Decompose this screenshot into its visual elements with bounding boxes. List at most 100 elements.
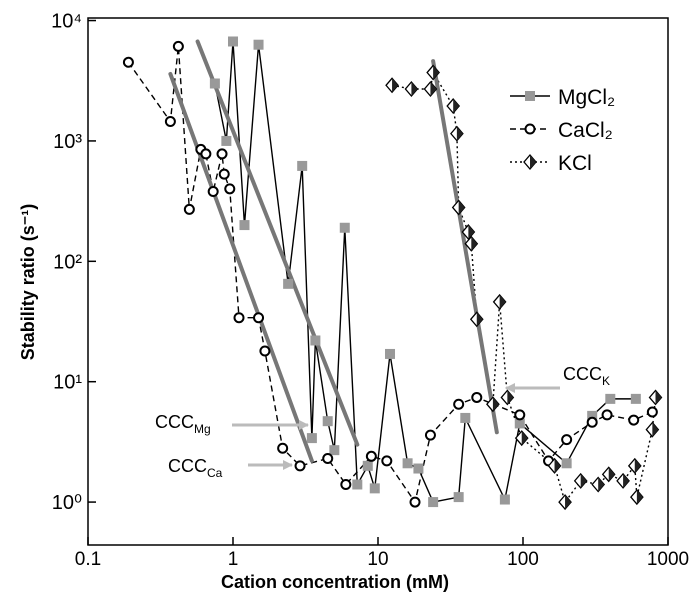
marker — [492, 293, 507, 310]
marker — [385, 77, 399, 94]
marker — [591, 476, 606, 493]
annotation: CCCCa — [168, 456, 223, 480]
marker — [200, 148, 212, 160]
marker — [451, 199, 466, 216]
marker — [630, 489, 644, 506]
marker — [322, 416, 333, 427]
marker — [586, 416, 598, 428]
marker — [404, 81, 419, 98]
marker — [253, 39, 264, 50]
fit-line — [168, 71, 314, 463]
fit-line — [195, 39, 360, 447]
legend-label: CaCl₂ — [558, 119, 613, 142]
marker — [259, 345, 271, 357]
marker-half — [468, 225, 475, 240]
series-line — [127, 46, 653, 504]
marker — [616, 472, 630, 489]
marker — [558, 494, 572, 511]
marker-half — [433, 65, 440, 80]
marker — [218, 168, 230, 180]
fit-line — [431, 59, 499, 435]
x-tick-label: 1000 — [647, 549, 689, 570]
marker — [409, 496, 421, 508]
marker — [648, 389, 663, 406]
marker — [561, 434, 573, 446]
marker — [469, 311, 484, 328]
marker — [645, 421, 660, 438]
x-axis-label: Cation concentration (mM) — [221, 572, 449, 592]
marker — [183, 203, 195, 215]
marker-half — [623, 473, 630, 488]
marker — [277, 442, 289, 454]
marker — [547, 457, 562, 474]
marker — [339, 222, 350, 233]
marker — [486, 396, 500, 413]
marker — [561, 458, 572, 469]
marker-half — [655, 390, 662, 405]
y-tick-label: 10³ — [53, 131, 82, 153]
marker-half — [492, 397, 499, 412]
marker — [381, 455, 393, 467]
marker-half — [471, 236, 478, 251]
marker — [646, 406, 658, 418]
marker — [514, 418, 525, 429]
marker — [499, 494, 510, 505]
marker — [306, 433, 317, 444]
marker — [461, 224, 476, 241]
marker-half — [580, 473, 587, 488]
marker — [294, 460, 306, 472]
marker — [471, 391, 483, 403]
y-axis-label: Stability ratio (s⁻¹) — [18, 204, 38, 361]
marker — [630, 393, 641, 404]
marker — [423, 81, 438, 98]
marker — [605, 393, 616, 404]
marker — [172, 40, 184, 52]
marker — [207, 186, 219, 198]
marker-half — [507, 390, 514, 405]
x-tick-label: 100 — [507, 549, 539, 570]
marker — [239, 220, 250, 231]
marker — [228, 36, 238, 47]
marker — [340, 478, 352, 490]
annotation-sub: Ca — [207, 466, 223, 480]
marker — [352, 479, 363, 490]
marker — [221, 135, 232, 146]
marker-half — [392, 78, 399, 93]
marker-half — [598, 477, 605, 492]
marker — [385, 348, 396, 359]
marker — [514, 430, 529, 447]
marker — [164, 116, 176, 128]
marker — [601, 409, 613, 421]
marker — [362, 460, 373, 471]
y-tick-label: 10² — [53, 251, 82, 273]
marker-half — [453, 99, 460, 114]
legend-marker — [530, 155, 536, 169]
legend-label: KCl — [558, 152, 592, 175]
marker — [322, 453, 334, 465]
marker — [216, 148, 228, 160]
marker — [460, 412, 471, 423]
legend-marker — [525, 91, 535, 101]
annotation-sub: Mg — [194, 422, 211, 436]
marker — [453, 398, 465, 410]
marker — [628, 414, 640, 426]
marker — [402, 458, 413, 469]
marker — [122, 56, 134, 68]
marker — [424, 429, 436, 441]
marker-half — [608, 467, 615, 482]
marker — [426, 64, 440, 81]
marker-half — [458, 200, 465, 215]
annotation: CCCK — [563, 364, 610, 388]
marker — [233, 312, 245, 324]
marker — [310, 335, 321, 346]
marker — [464, 235, 479, 252]
marker-half — [499, 294, 506, 309]
annotation-text: CCC — [563, 364, 602, 384]
annotation: CCCMg — [155, 412, 211, 436]
marker — [369, 483, 380, 494]
marker — [413, 463, 424, 474]
y-tick-label: 10¹ — [53, 372, 82, 394]
marker — [453, 492, 464, 503]
